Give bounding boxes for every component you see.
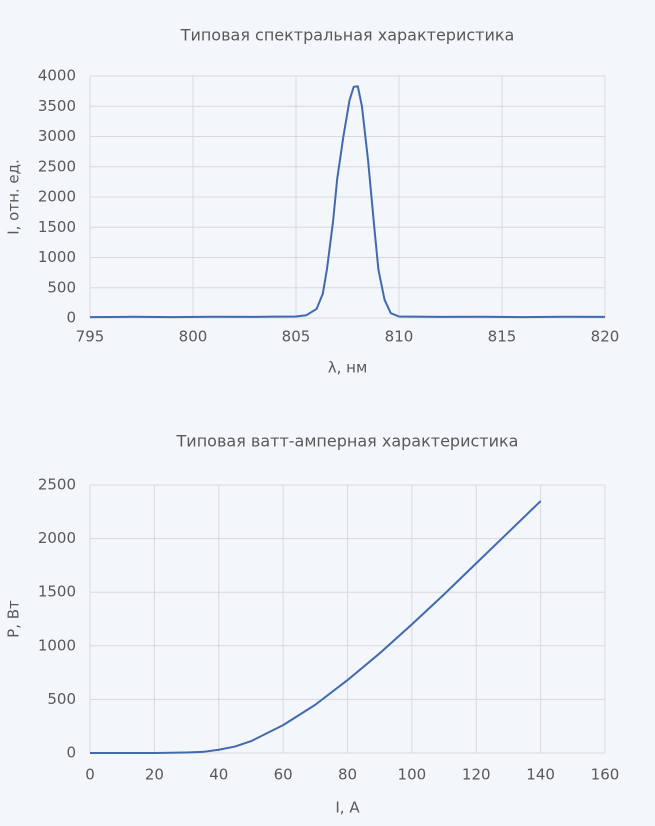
x-tick-label: 60 — [274, 766, 293, 784]
x-tick-label: 100 — [398, 766, 427, 784]
y-tick-label: 1500 — [38, 218, 76, 236]
chart-title: Типовая спектральная характеристика — [180, 26, 515, 45]
y-tick-label: 2500 — [38, 476, 76, 494]
y-tick-label: 500 — [47, 278, 76, 296]
y-tick-label: 500 — [47, 690, 76, 708]
y-tick-label: 1000 — [38, 248, 76, 266]
y-tick-label: 1500 — [38, 583, 76, 601]
y-axis-label: P, Вт — [5, 600, 23, 638]
x-tick-label: 805 — [282, 328, 311, 346]
x-tick-label: 120 — [462, 766, 491, 784]
x-axis-label: λ, нм — [328, 359, 368, 377]
y-tick-label: 3500 — [38, 97, 76, 115]
y-tick-label: 0 — [66, 309, 76, 327]
x-tick-label: 810 — [385, 328, 414, 346]
x-tick-label: 0 — [85, 766, 95, 784]
x-axis-label: I, А — [335, 799, 360, 817]
y-axis-label: I, отн. ед. — [5, 159, 23, 235]
x-tick-label: 80 — [338, 766, 357, 784]
y-tick-label: 0 — [66, 744, 76, 762]
data-line — [89, 85, 606, 319]
chart-title: Типовая ватт-амперная характеристика — [176, 432, 519, 451]
x-tick-label: 20 — [145, 766, 164, 784]
y-tick-label: 2500 — [38, 157, 76, 175]
x-tick-label: 795 — [76, 328, 105, 346]
x-tick-label: 815 — [488, 328, 517, 346]
y-tick-label: 2000 — [38, 188, 76, 206]
y-tick-label: 1000 — [38, 636, 76, 654]
x-tick-label: 160 — [591, 766, 620, 784]
y-tick-label: 4000 — [38, 67, 76, 85]
x-tick-label: 800 — [179, 328, 208, 346]
data-line — [90, 500, 542, 754]
x-tick-label: 820 — [591, 328, 620, 346]
y-tick-label: 2000 — [38, 529, 76, 547]
x-tick-label: 40 — [209, 766, 228, 784]
x-tick-label: 140 — [526, 766, 555, 784]
y-tick-label: 3000 — [38, 127, 76, 145]
